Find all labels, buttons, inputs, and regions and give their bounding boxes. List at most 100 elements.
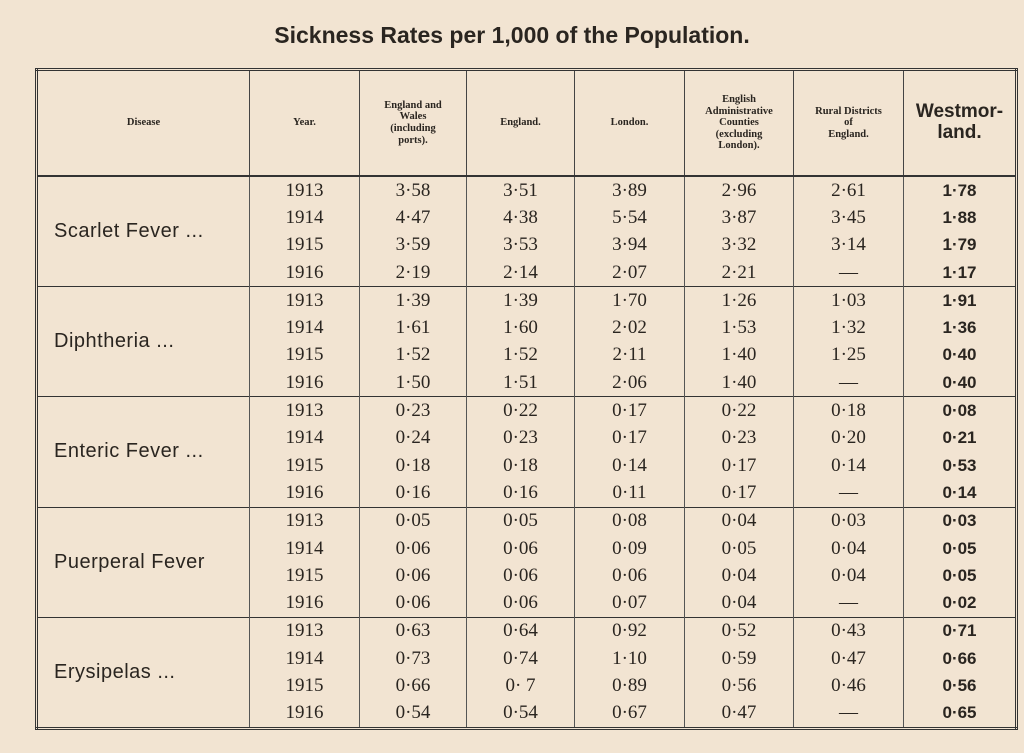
- rate: 1·79: [903, 231, 1017, 259]
- rate: 1·60: [466, 314, 575, 342]
- rate: 0·54: [359, 699, 467, 729]
- disease-group: Diphtheria ... 1913 1·39 1·39 1·70 1·26 1·03 1·…: [36, 286, 1017, 397]
- disease-group: Puerperal Fever 1913 0·05 0·05 0·08 0·04 0·03 0…: [36, 506, 1017, 618]
- rate: 0·67: [574, 699, 685, 729]
- rate: 0·16: [359, 479, 467, 508]
- column-header: Disease: [36, 69, 250, 177]
- data-row: 1915 0·06 0·06 0·06 0·04 0·04 0·05: [37, 562, 1017, 590]
- rate: 1·10: [574, 645, 685, 673]
- rate: 0·92: [574, 616, 685, 646]
- data-row: 1915 0·18 0·18 0·14 0·17 0·14 0·53: [37, 451, 1017, 480]
- sickness-table: Disease Year. England and Wales (including…: [35, 68, 1018, 730]
- year: 1915: [249, 672, 360, 700]
- data-row: Diphtheria ... 1913 1·39 1·39 1·70 1·26 1·03 1·…: [36, 286, 1017, 397]
- year: 1914: [249, 645, 360, 673]
- rate: 0·09: [574, 534, 685, 563]
- rate: 2·61: [793, 175, 904, 205]
- rate: 0·18: [359, 451, 467, 480]
- data-row: Puerperal Fever 1913 0·05 0·05 0·08 0·04 0·03 0…: [36, 506, 1017, 618]
- rate: 1·39: [359, 286, 467, 315]
- rate: 0·08: [903, 396, 1017, 425]
- rate: 0·06: [466, 589, 575, 618]
- rate: 3·32: [684, 231, 794, 259]
- column-header: England.: [466, 69, 575, 177]
- rate: —: [793, 479, 904, 508]
- rate: 0·24: [359, 424, 467, 452]
- rate: 0·64: [466, 616, 575, 646]
- rate: 0·02: [903, 589, 1017, 618]
- rate: 0·59: [684, 645, 794, 673]
- rate: 2·19: [359, 258, 467, 287]
- rate: 4·38: [466, 204, 575, 232]
- rate: 2·11: [574, 341, 685, 370]
- disease-name: Diphtheria ...: [36, 286, 250, 397]
- rate: 0·23: [684, 424, 794, 452]
- year: 1916: [249, 369, 360, 397]
- data-row: 1916 1·50 1·51 2·06 1·40—0·40: [37, 369, 1017, 397]
- rate: 1·40: [684, 341, 794, 370]
- rate: 3·58: [359, 175, 467, 205]
- rate: 0·05: [359, 506, 467, 535]
- rate: 0·05: [903, 562, 1017, 590]
- rate: 0·71: [903, 616, 1017, 646]
- disease-group: Scarlet Fever ... 1913 3·58 3·51 3·89 2·96 2·6…: [36, 175, 1017, 287]
- rate: 1·52: [466, 341, 575, 370]
- rate: 3·53: [466, 231, 575, 259]
- rate: 3·87: [684, 204, 794, 232]
- rate: 0·40: [903, 369, 1017, 397]
- rate: 0·23: [359, 396, 467, 425]
- rate: 2·96: [684, 175, 794, 205]
- year: 1915: [249, 341, 360, 370]
- rate: 0·06: [359, 589, 467, 618]
- year: 1913: [249, 286, 360, 315]
- rate: 0·53: [903, 451, 1017, 480]
- rate: 0·05: [903, 534, 1017, 563]
- data-row: 1915 3·59 3·53 3·94 3·32 3·14 1·79: [37, 231, 1017, 259]
- rate: 1·70: [574, 286, 685, 315]
- rate: 1·88: [903, 204, 1017, 232]
- rate: 1·17: [903, 258, 1017, 287]
- rate: 2·21: [684, 258, 794, 287]
- data-row: Erysipelas ... 1913 0·63 0·64 0·92 0·52 0·43 0·…: [36, 616, 1017, 729]
- disease-name: Enteric Fever ...: [36, 396, 250, 508]
- rate: 2·07: [574, 258, 685, 287]
- rate: 0·23: [466, 424, 575, 452]
- rate: 0·22: [684, 396, 794, 425]
- data-row: 1916 0·06 0·06 0·07 0·04—0·02: [37, 589, 1017, 618]
- rate: 3·45: [793, 204, 904, 232]
- rate: 0·52: [684, 616, 794, 646]
- year: 1916: [249, 258, 360, 287]
- rate: 0·04: [793, 534, 904, 563]
- data-row: 1916 0·16 0·16 0·11 0·17—0·14: [37, 479, 1017, 508]
- rate: 0·17: [574, 424, 685, 452]
- rate: 0·73: [359, 645, 467, 673]
- rate: —: [793, 369, 904, 397]
- rate: 3·89: [574, 175, 685, 205]
- rate: 2·14: [466, 258, 575, 287]
- rate: 0·46: [793, 672, 904, 700]
- rate: 0·47: [793, 645, 904, 673]
- year: 1914: [249, 314, 360, 342]
- data-row: 1916 0·54 0·54 0·67 0·47—0·65: [37, 699, 1017, 729]
- rate: 0·06: [574, 562, 685, 590]
- rate: 0·74: [466, 645, 575, 673]
- data-row: 1915 1·52 1·52 2·11 1·40 1·25 0·40: [37, 341, 1017, 370]
- rate: 1·78: [903, 175, 1017, 205]
- rate: 0·40: [903, 341, 1017, 370]
- rate: 0·47: [684, 699, 794, 729]
- data-row: Scarlet Fever ... 1913 3·58 3·51 3·89 2·96 2·6…: [36, 175, 1017, 287]
- disease-name: Puerperal Fever: [36, 506, 250, 618]
- rate: 1·50: [359, 369, 467, 397]
- column-header: England and Wales (including ports).: [359, 69, 467, 177]
- rate: 0·18: [466, 451, 575, 480]
- disease-group: Enteric Fever ... 1913 0·23 0·22 0·17 0·22 0·1…: [36, 396, 1017, 508]
- rate: 1·53: [684, 314, 794, 342]
- rate: 1·40: [684, 369, 794, 397]
- rate: 0·18: [793, 396, 904, 425]
- column-header: Rural Districts of England.: [793, 69, 904, 177]
- rate: 0·65: [903, 699, 1017, 729]
- rate: 0·06: [466, 534, 575, 563]
- data-row: 1915 0·66 0· 7 0·89 0·56 0·46 0·56: [37, 672, 1017, 700]
- rate: 0·14: [903, 479, 1017, 508]
- data-row: 1914 1·61 1·60 2·02 1·53 1·32 1·36: [37, 314, 1017, 342]
